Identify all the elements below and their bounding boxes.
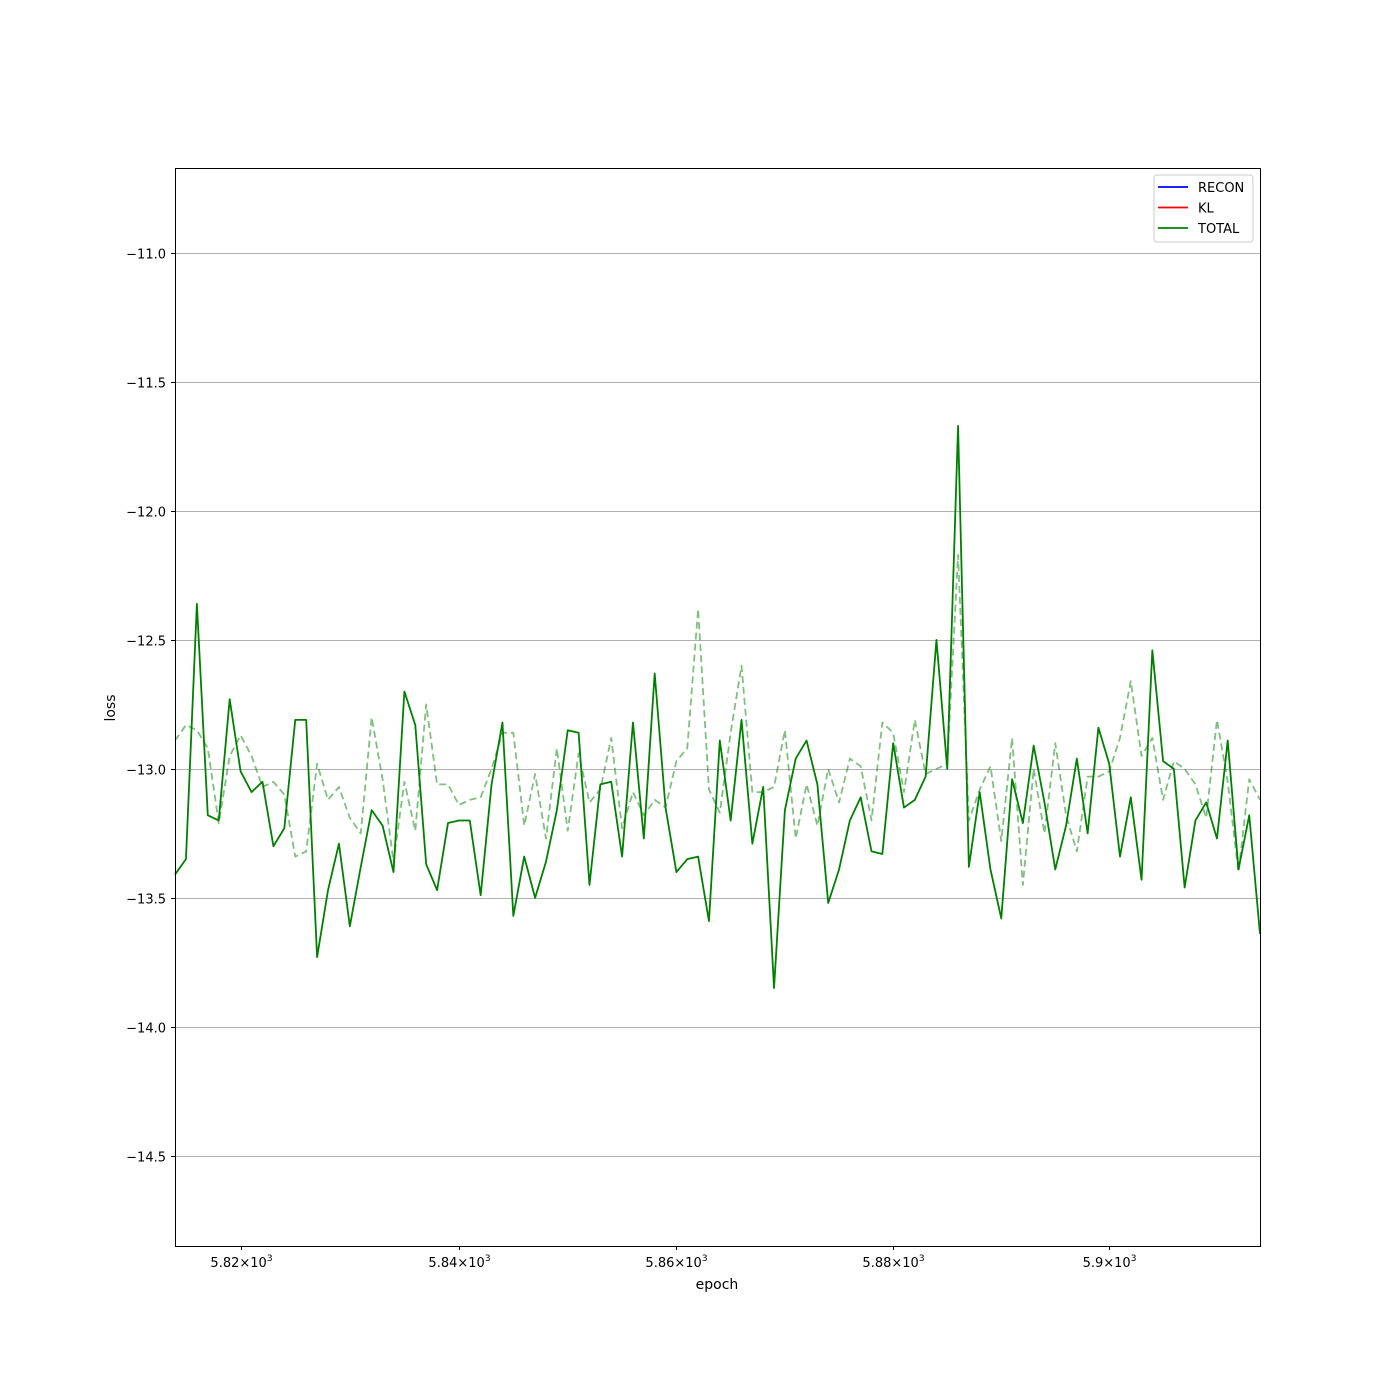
- legend: RECON KL TOTAL: [1153, 174, 1254, 243]
- x-tick-mantissa: 5.88: [862, 1256, 891, 1271]
- x-tick-times: ×: [674, 1256, 685, 1271]
- x-tick-times: ×: [457, 1256, 468, 1271]
- x-tick-times: ×: [891, 1256, 902, 1271]
- y-axis-label: loss: [103, 694, 119, 721]
- legend-label: TOTAL: [1197, 222, 1240, 237]
- x-tick-exponent: 3: [919, 1254, 925, 1264]
- y-gridlines: [175, 253, 1260, 1157]
- series-line-total: [174, 424, 1261, 990]
- x-tick-exponent: 3: [702, 1254, 708, 1264]
- x-tick-times: ×: [239, 1256, 250, 1271]
- x-tick-exponent: 3: [1131, 1254, 1137, 1264]
- x-tick-label: 5.82×103: [210, 1254, 272, 1271]
- x-tick-base: 10: [1114, 1256, 1131, 1271]
- x-tick-base: 10: [468, 1256, 485, 1271]
- x-tick-exponent: 3: [267, 1254, 273, 1264]
- plot-frame: [175, 168, 1261, 1247]
- legend-label: KL: [1198, 202, 1215, 217]
- x-tick-label: 5.86×103: [645, 1254, 707, 1271]
- x-tick-base: 10: [685, 1256, 702, 1271]
- x-tick-mantissa: 5.84: [428, 1256, 457, 1271]
- legend-label: RECON: [1198, 181, 1244, 196]
- y-tick-label: −12.0: [126, 506, 166, 521]
- x-tick-mantissa: 5.82: [210, 1256, 239, 1271]
- y-tick-label: −12.5: [126, 635, 166, 650]
- x-tick-label: 5.88×103: [862, 1254, 924, 1271]
- x-tick-base: 10: [250, 1256, 267, 1271]
- x-tick-label: 5.84×103: [428, 1254, 490, 1271]
- y-tick-label: −11.5: [126, 377, 166, 392]
- x-tick-exponent: 3: [485, 1254, 491, 1264]
- x-axis-label: epoch: [696, 1277, 739, 1293]
- y-tick-label: −14.0: [126, 1022, 166, 1037]
- x-tick-base: 10: [902, 1256, 919, 1271]
- y-tick-label: −14.5: [126, 1151, 166, 1166]
- y-tick-label: −11.0: [126, 248, 166, 263]
- y-axis: −11.0 −11.5 −12.0 −12.5 −13.0 −13.5 −14.0 −14.5: [126, 248, 175, 1166]
- x-tick-times: ×: [1103, 1256, 1114, 1271]
- series-layer: [174, 424, 1261, 990]
- y-tick-label: −13.5: [126, 893, 166, 908]
- legend-box: [1153, 174, 1254, 243]
- x-tick-mantissa: 5.9: [1083, 1256, 1104, 1271]
- series-line-dashed: [174, 553, 1261, 886]
- x-axis: 5.82×103 5.84×103 5.86×103 5.88×103 5.9×103: [210, 1246, 1136, 1271]
- y-tick-label: −13.0: [126, 764, 166, 779]
- x-tick-label: 5.9×103: [1083, 1254, 1137, 1271]
- x-tick-mantissa: 5.86: [645, 1256, 674, 1271]
